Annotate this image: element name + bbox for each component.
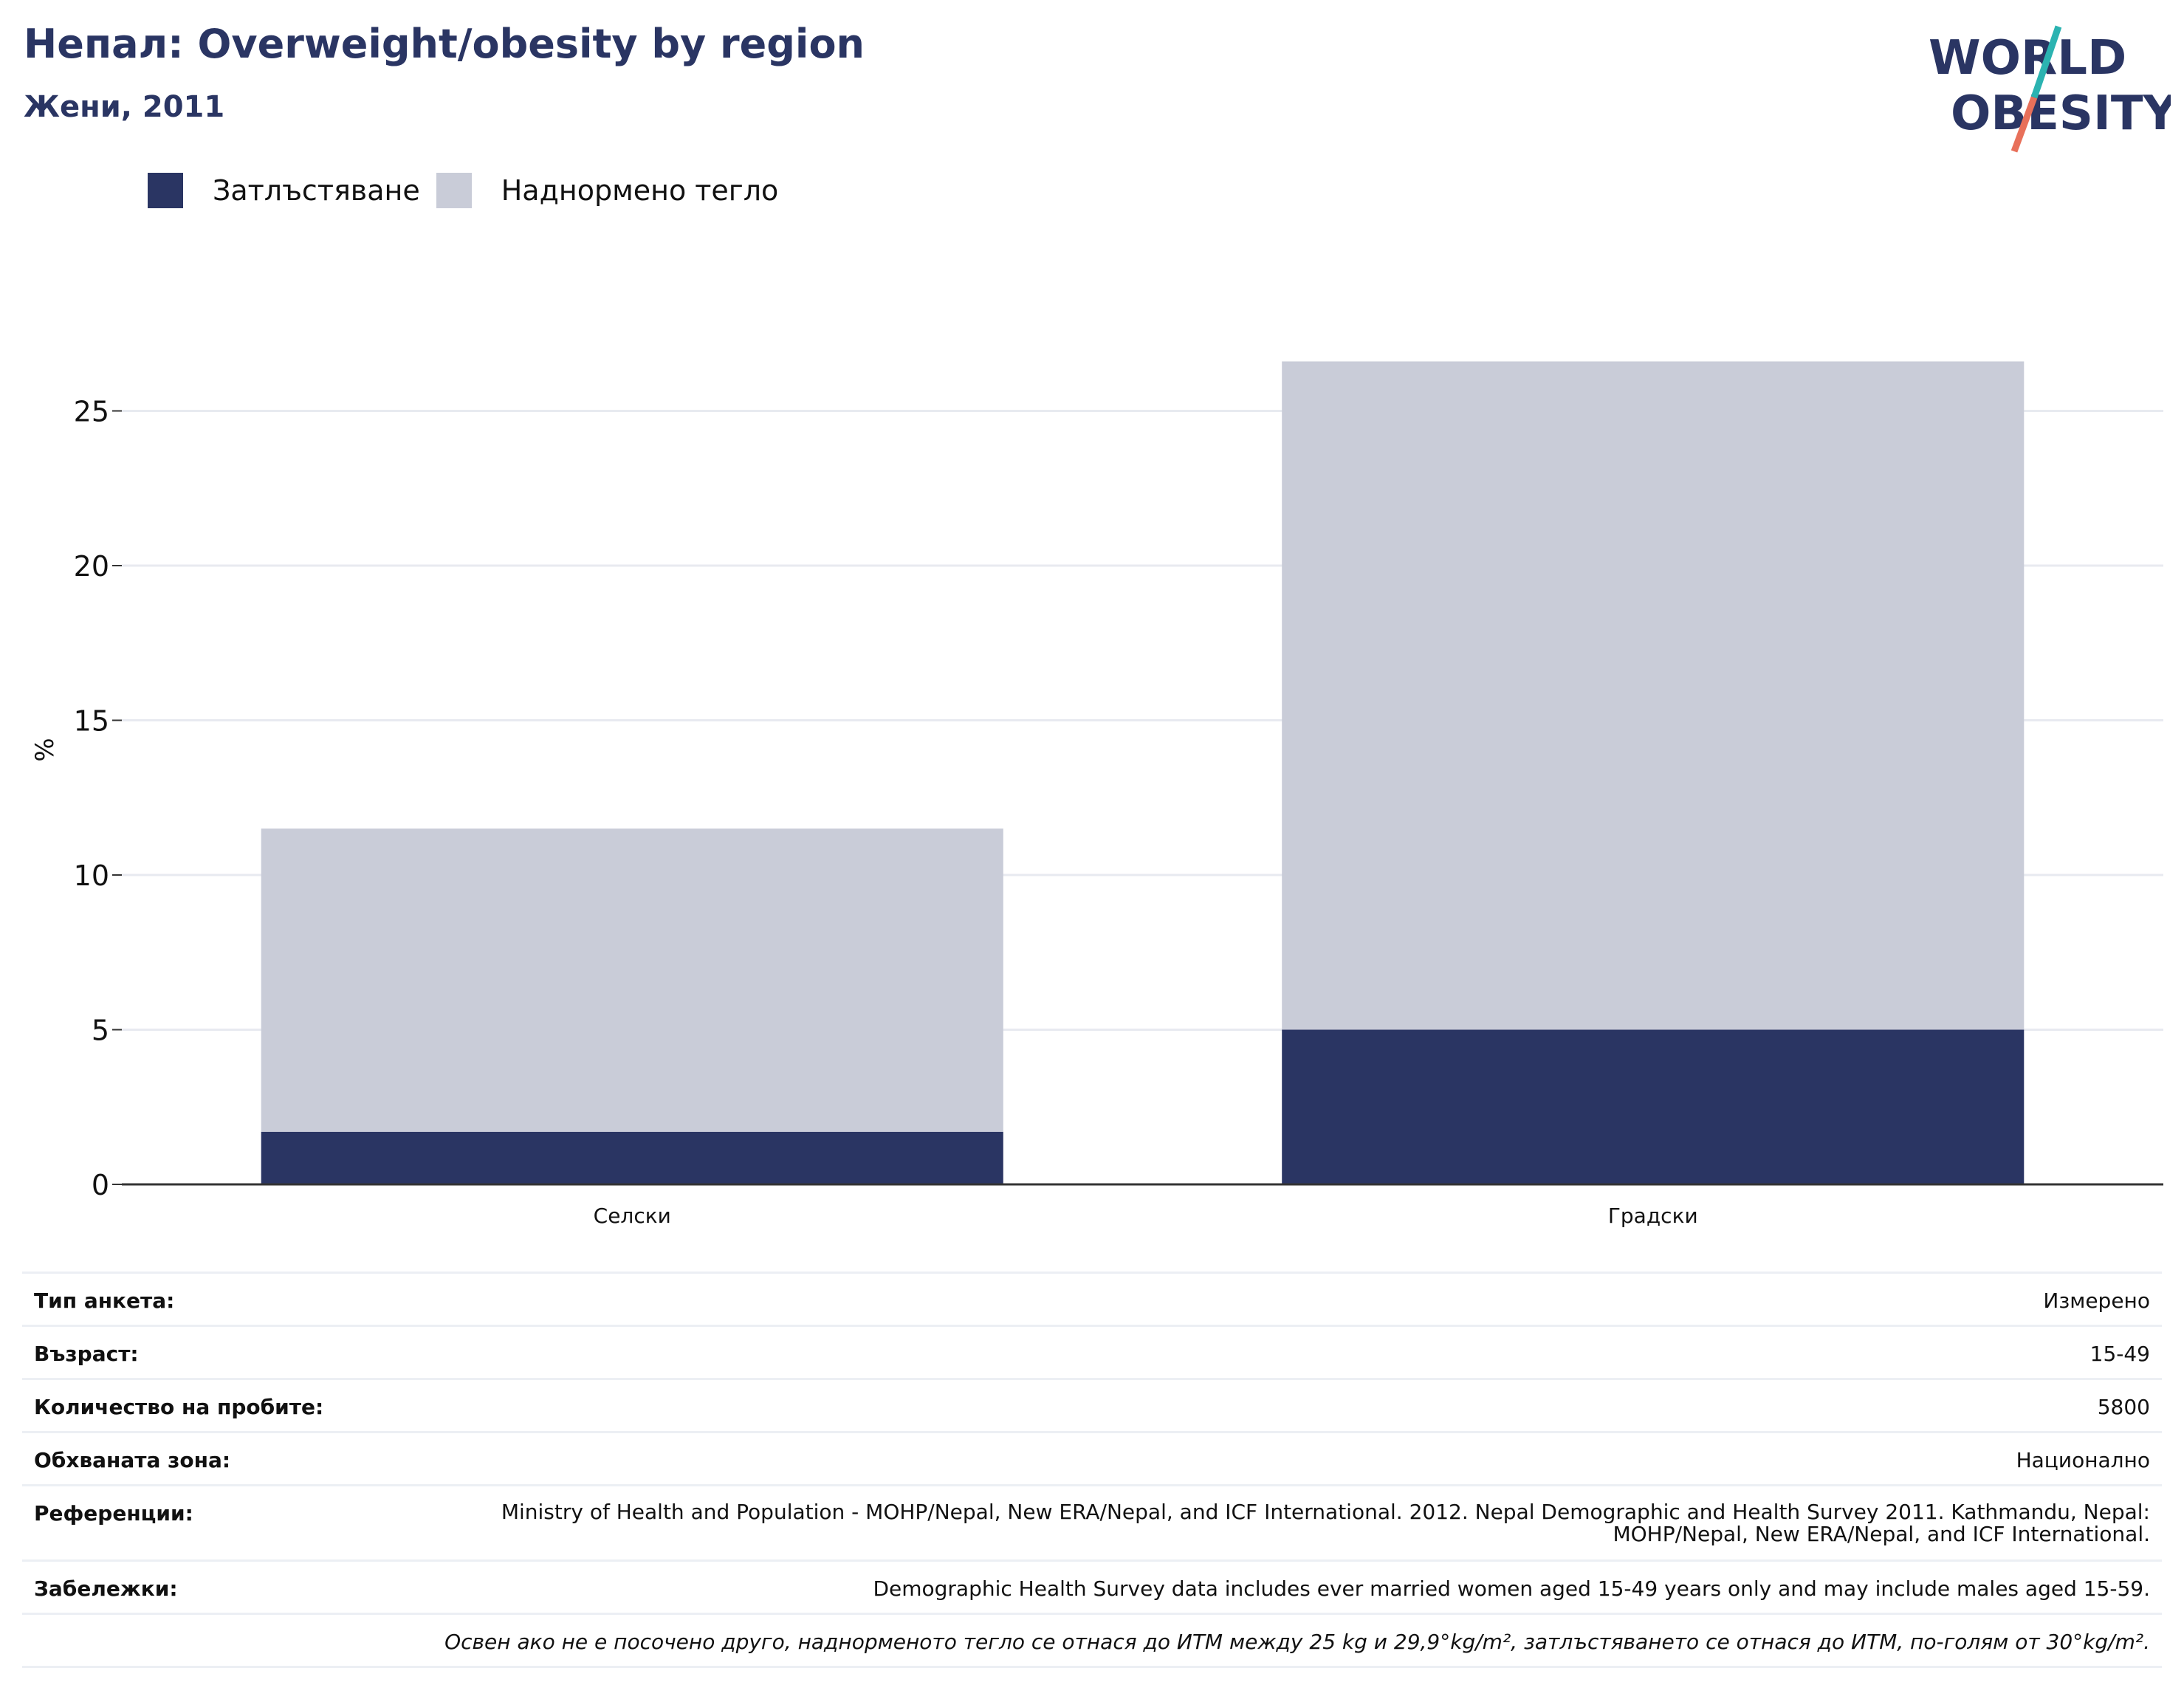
legend-item-overweight: Наднормено тегло	[436, 173, 779, 208]
y-tick-label: 25	[74, 396, 109, 428]
meta-value: Национално	[2016, 1448, 2150, 1472]
meta-label: Забележки:	[34, 1576, 178, 1601]
legend-item-obesity: Затлъстяване	[148, 173, 420, 208]
logo-line-1: WORLD	[1929, 31, 2126, 86]
x-tick-label: Градски	[1608, 1204, 1698, 1228]
meta-label: Тип анкета:	[34, 1288, 175, 1313]
meta-label: Референции:	[34, 1501, 193, 1526]
bar-overweight-rural	[261, 828, 1003, 1132]
meta-row: Възраст: 15-49	[22, 1327, 2162, 1380]
chart-title: Непал: Overweight/obesity by region	[24, 21, 865, 67]
y-tick-label: 15	[74, 705, 109, 738]
meta-row: Тип анкета: Измерено	[22, 1274, 2162, 1327]
logo-line-2: OBESITY	[1951, 86, 2171, 141]
legend-label-obesity: Затлъстяване	[213, 174, 420, 207]
meta-row: Референции: Ministry of Health and Popula…	[22, 1486, 2162, 1562]
meta-row: Обхваната зона: Национално	[22, 1433, 2162, 1486]
meta-value: Ministry of Health and Population - MOHP…	[501, 1500, 2150, 1546]
meta-row: Забележки: Demographic Health Survey data…	[22, 1562, 2162, 1615]
meta-value: Demographic Health Survey data includes …	[873, 1576, 2150, 1601]
meta-label: Възраст:	[34, 1342, 139, 1366]
survey-metadata-table: Тип анкета: Измерено Възраст: 15-49 Количест…	[22, 1272, 2162, 1668]
footnote: Освен ако не е посочено друго, наднормен…	[22, 1615, 2162, 1668]
y-axis-label: %	[30, 738, 60, 761]
y-tick-label: 5	[92, 1015, 109, 1047]
world-obesity-logo: WORLD OBESITY	[1929, 25, 2171, 153]
legend-swatch-overweight	[436, 173, 472, 208]
y-tick-label: 20	[74, 550, 109, 583]
bar-obesity-rural	[261, 1131, 1003, 1184]
y-tick-label: 10	[74, 859, 109, 892]
bar-chart: 0 5 10 15 20 25% Селски Градски	[30, 361, 2163, 1228]
meta-value: Измерено	[2043, 1288, 2150, 1313]
logo-slash-bottom-icon	[2010, 96, 2038, 153]
x-tick-label: Селски	[594, 1204, 671, 1228]
meta-label: Количество на пробите:	[34, 1395, 324, 1419]
legend-label-overweight: Наднормено тегло	[501, 174, 779, 207]
meta-row: Количество на пробите: 5800	[22, 1380, 2162, 1433]
logo-slash-top-icon	[2030, 25, 2062, 99]
meta-value: 5800	[2097, 1395, 2150, 1419]
axes: 0 5 10 15 20 25% Селски Градски	[30, 396, 2163, 1228]
legend-swatch-obesity	[148, 173, 183, 208]
y-tick-label: 0	[92, 1169, 109, 1201]
chart-subtitle: Жени, 2011	[24, 90, 225, 124]
bar-obesity-urban	[1282, 1029, 2025, 1184]
chart-legend: Затлъстяване Наднормено тегло	[148, 170, 794, 211]
bars	[261, 361, 2025, 1184]
meta-value: 15-49	[2089, 1342, 2150, 1366]
bar-overweight-urban	[1282, 361, 2025, 1030]
meta-label: Обхваната зона:	[34, 1448, 231, 1472]
